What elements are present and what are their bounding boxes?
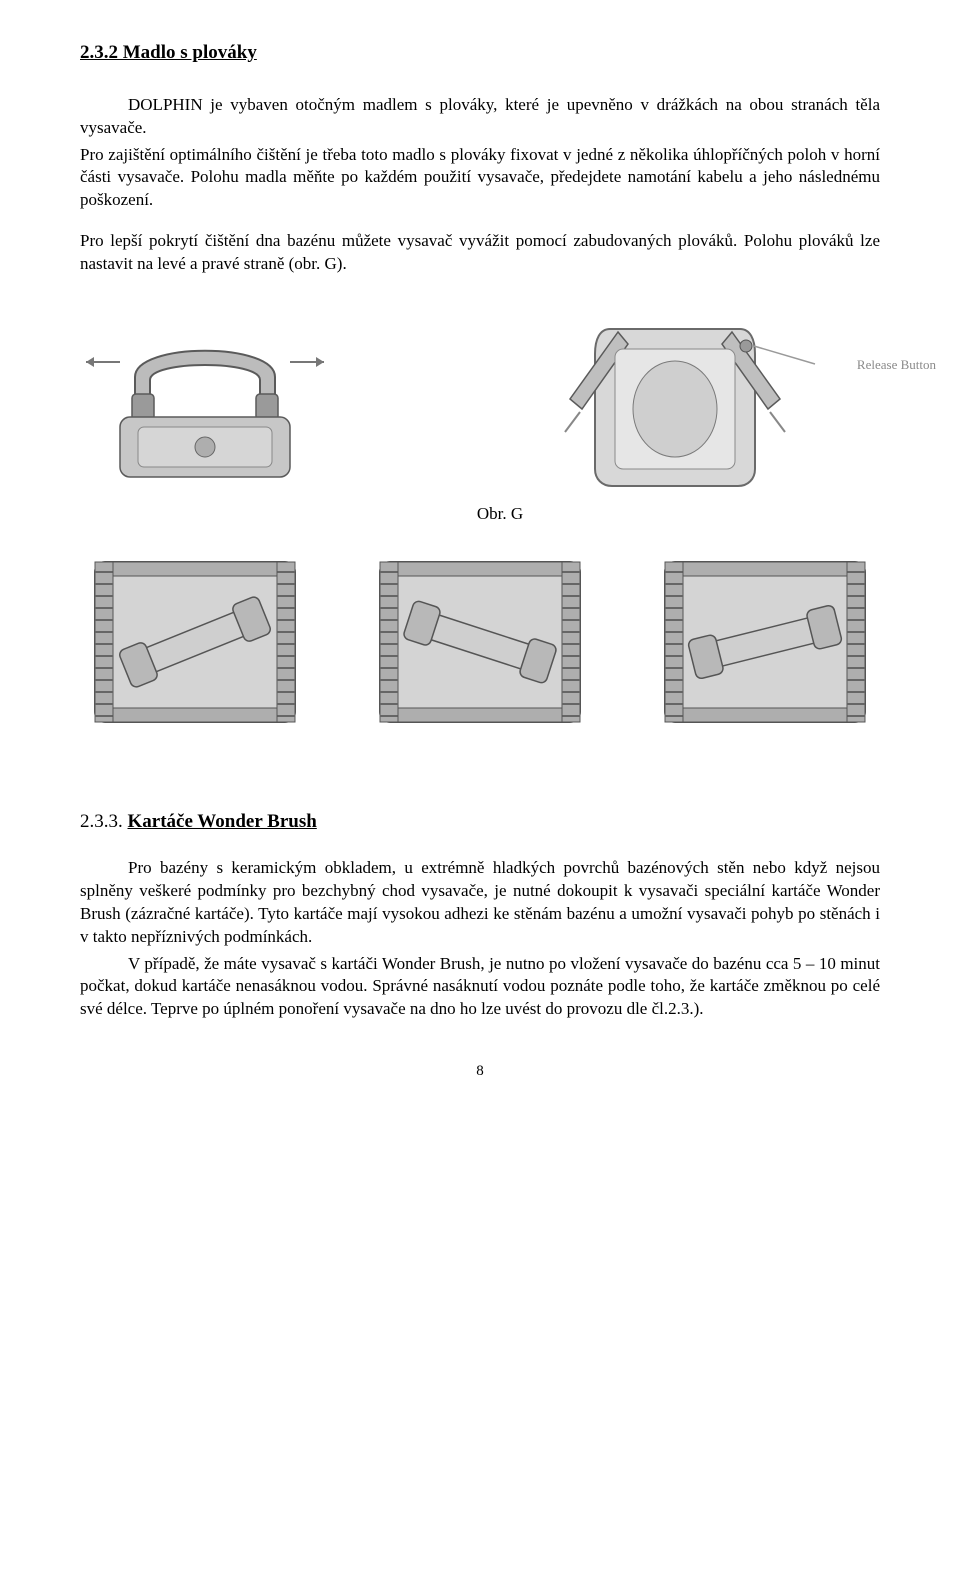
paragraph: Pro bazény s keramickým obkladem, u extr… [80, 857, 880, 949]
section-heading-kartace: 2.3.3. Kartáče Wonder Brush [80, 809, 880, 835]
figure-float-position-3 [650, 544, 880, 739]
heading-title: Kartáče Wonder Brush [128, 811, 317, 832]
page-number: 8 [80, 1061, 880, 1081]
figure-handle-top [80, 322, 330, 482]
figure-row-floats [80, 544, 880, 739]
figure-caption-g: Obr. G [120, 503, 880, 526]
paragraph: Pro zajištění optimálního čištění je tře… [80, 144, 880, 213]
paragraph: DOLPHIN je vybaven otočným madlem s plov… [80, 94, 880, 140]
figure-float-position-1 [80, 544, 310, 739]
figure-row-handle: Release Button [80, 314, 880, 489]
figure-handle-open: Release Button [510, 314, 880, 489]
figure-float-position-2 [365, 544, 595, 739]
paragraph: V případě, že máte vysavač s kartáči Won… [80, 953, 880, 1022]
paragraph: Pro lepší pokrytí čištění dna bazénu můž… [80, 230, 880, 276]
heading-number: 2.3.3. [80, 811, 128, 832]
release-button-label: Release Button [857, 356, 936, 374]
section-heading-madlo: 2.3.2 Madlo s plováky [80, 40, 880, 66]
